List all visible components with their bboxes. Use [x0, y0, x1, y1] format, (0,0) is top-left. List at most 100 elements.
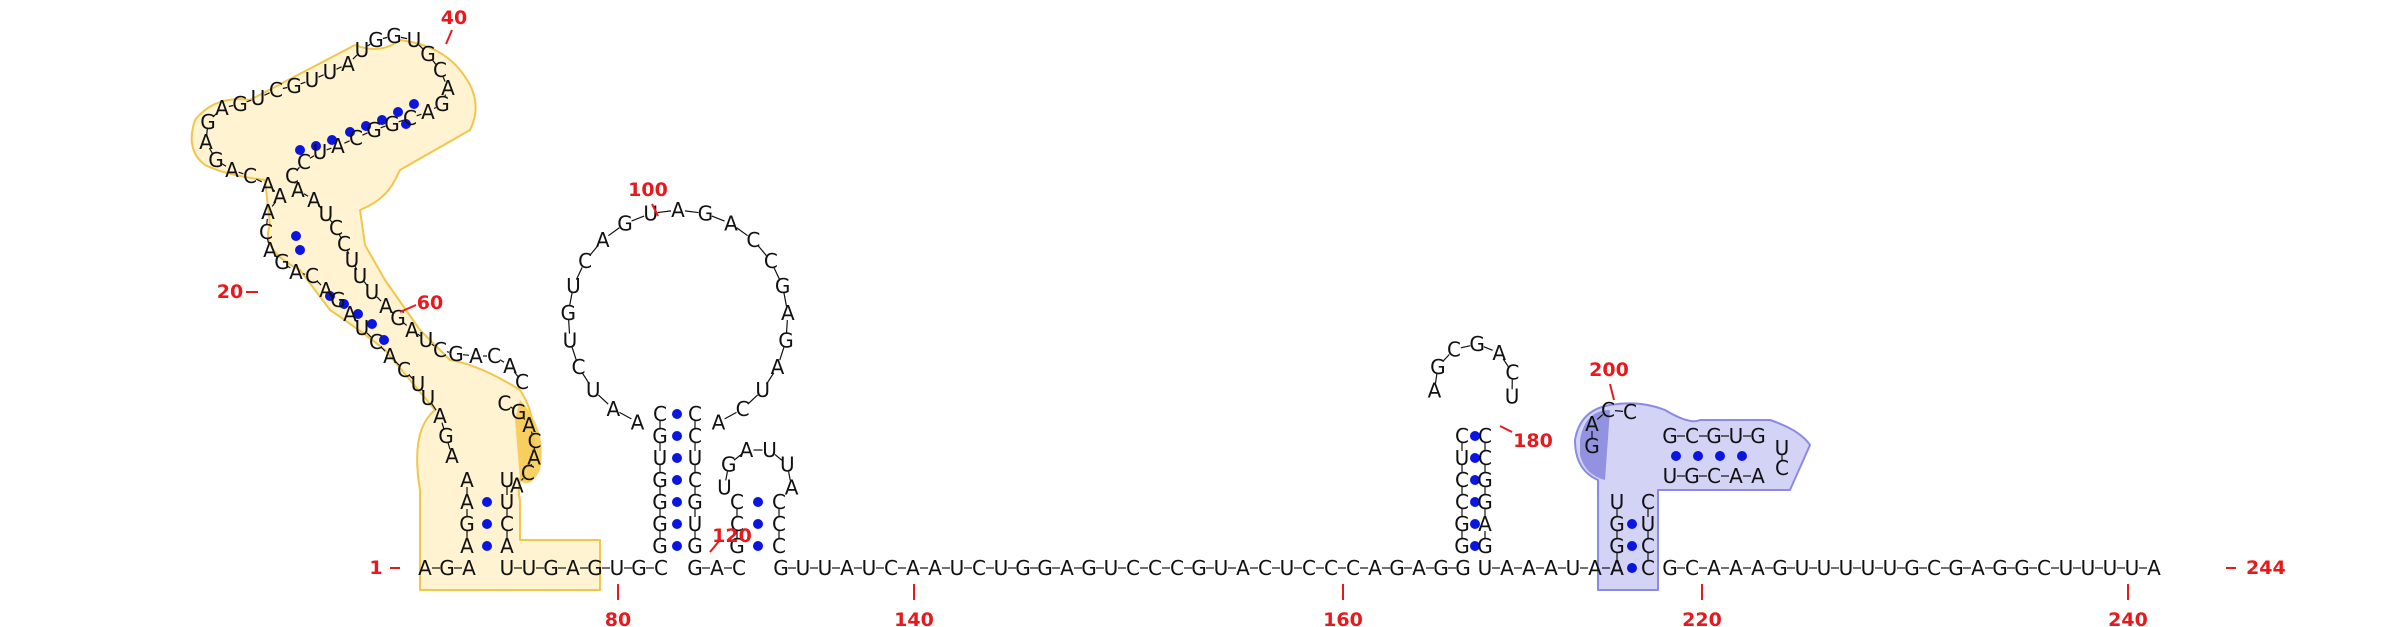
domain1-strand-nucleotide: A: [261, 200, 275, 224]
domain1-loop-nucleotide: C: [527, 429, 541, 453]
backbone-segment: [367, 43, 371, 47]
hairpin-a-loop-nucleotide: C: [736, 397, 750, 421]
backbone-nucleotide: G: [1037, 556, 1053, 580]
domain1-strand-nucleotide: G: [420, 42, 436, 66]
backbone-nucleotide: U: [610, 556, 625, 580]
domain2-loop-nucleotide: A: [1585, 412, 1599, 436]
backbone-nucleotide: G: [543, 556, 559, 580]
backbone-segment: [431, 403, 437, 411]
backbone-nucleotide: C: [1148, 556, 1162, 580]
hairpin-a-stem-nucleotide: U: [653, 446, 668, 470]
backbone-segment: [221, 163, 227, 167]
base-pair-dot: [1470, 475, 1480, 485]
backbone-segment: [725, 471, 729, 481]
domain1-strand-nucleotide: G: [286, 74, 302, 98]
domain1-strand-nucleotide: C: [433, 58, 447, 82]
domain1-strand-nucleotide: G: [274, 250, 290, 274]
backbone-segment: [513, 371, 519, 377]
position-number: 200: [1589, 359, 1629, 381]
backbone-nucleotide: A: [1368, 556, 1382, 580]
domain1-loop-nucleotide: A: [527, 446, 541, 470]
domain2-stem-nucleotide: U: [1610, 490, 1625, 514]
hairpin-a-loop-nucleotide: C: [578, 249, 592, 273]
domain1-strand-nucleotide: U: [355, 316, 370, 340]
base-pair-dot: [672, 519, 682, 529]
domain1-strand-nucleotide: A: [215, 96, 229, 120]
backbone-nucleotide: U: [522, 556, 537, 580]
hairpin-c-loop-nucleotide: C: [1447, 337, 1461, 361]
backbone-segment: [522, 417, 526, 420]
backbone-segment: [318, 204, 322, 210]
backbone-segment: [354, 318, 358, 324]
hairpin-b-loop-nucleotide: A: [785, 475, 799, 499]
backbone-segment: [521, 477, 524, 481]
backbone-nucleotide: U: [818, 556, 833, 580]
domain1-strand-nucleotide: G: [208, 148, 224, 172]
backbone-segment: [346, 249, 350, 255]
backbone-nucleotide: U: [1817, 556, 1832, 580]
backbone-segment: [442, 76, 446, 82]
domain2-stem-nucleotide: U: [1641, 512, 1656, 536]
backbone-nucleotide: U: [1883, 556, 1898, 580]
domain2-arm-nucleotide: A: [1751, 464, 1765, 488]
position-number: 180: [1513, 430, 1553, 452]
backbone-segment: [774, 454, 783, 461]
hairpin-c-stem-nucleotide: G: [1454, 512, 1470, 536]
backbone-nucleotide: A: [1500, 556, 1514, 580]
backbone-segment: [499, 359, 505, 363]
position-number: 140: [894, 609, 934, 627]
backbone-segment: [316, 280, 322, 286]
backbone-segment: [354, 265, 358, 271]
backbone-segment: [446, 351, 450, 353]
base-pair-dot: [672, 541, 682, 551]
backbone-nucleotide: C: [1346, 556, 1360, 580]
domain2-arm-nucleotide: C: [1685, 424, 1699, 448]
domain1-strand-nucleotide: U: [355, 38, 370, 62]
backbone-nucleotide: U: [862, 556, 877, 580]
backbone-segment: [266, 218, 268, 226]
backbone-nucleotide: A: [2147, 556, 2161, 580]
backbone-segment: [366, 332, 372, 338]
domain1-strand-nucleotide: A: [341, 52, 355, 76]
backbone-nucleotide: U: [1104, 556, 1119, 580]
backbone-nucleotide: C: [2037, 556, 2051, 580]
backbone-segment: [1614, 410, 1624, 412]
domain1-stem-nucleotide: U: [500, 468, 515, 492]
hairpin-a-stem-nucleotide: G: [687, 490, 703, 514]
hairpin-b-stem-nucleotide: C: [730, 512, 744, 536]
backbone-nucleotide: G: [1455, 556, 1471, 580]
backbone-nucleotide: U: [1566, 556, 1581, 580]
backbone-nucleotide: G: [1015, 556, 1031, 580]
domain2-arm-nucleotide: G: [1684, 464, 1700, 488]
backbone-segment: [282, 86, 288, 90]
domain2-arm-nucleotide: C: [1707, 464, 1721, 488]
domain1-strand-nucleotide: C: [243, 164, 257, 188]
base-pair-dot: [672, 409, 682, 419]
backbone-segment: [338, 233, 342, 239]
domain2-arm-nucleotide: U: [1663, 464, 1678, 488]
backbone-segment: [394, 360, 400, 366]
domain1-strand-nucleotide: U: [421, 386, 436, 410]
backbone-nucleotide: A: [928, 556, 942, 580]
hairpin-c-stem-nucleotide: G: [1477, 468, 1493, 492]
domain1-strand-nucleotide: A: [291, 178, 305, 202]
backbone-segment: [431, 343, 435, 347]
backbone-nucleotide: G: [1948, 556, 1964, 580]
backbone-segment: [382, 36, 388, 40]
domain1-strand-nucleotide: C: [403, 106, 417, 130]
hairpin-a-stem-nucleotide: C: [653, 402, 667, 426]
backbone-segment: [724, 411, 737, 420]
backbone-nucleotide: C: [1927, 556, 1941, 580]
base-pair-dot: [295, 145, 305, 155]
hairpin-a-loop-nucleotide: G: [617, 212, 633, 236]
domain1-strand-nucleotide: A: [319, 278, 333, 302]
hairpin-a-stem-nucleotide: C: [688, 468, 702, 492]
domain2-arm-nucleotide: G: [1706, 424, 1722, 448]
base-pair-dot: [1627, 541, 1637, 551]
hairpin-c-stem-nucleotide: C: [1455, 424, 1469, 448]
backbone-nucleotide: A: [1522, 556, 1536, 580]
backbone-segment: [443, 94, 447, 98]
